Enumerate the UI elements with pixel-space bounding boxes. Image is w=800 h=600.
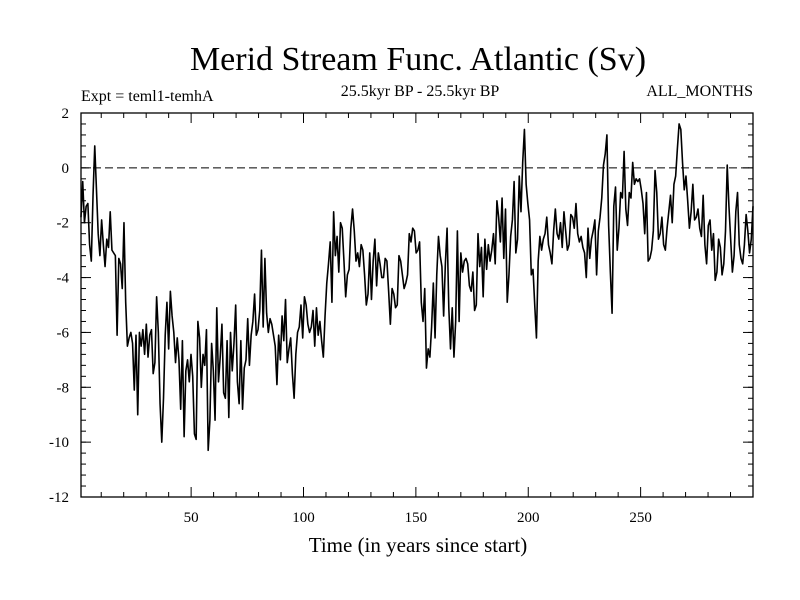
y-tick-labels: 2 0 -2 -4 -6 -8 -10 -12 bbox=[49, 106, 69, 506]
experiment-label: Expt = teml1-temhA bbox=[81, 88, 214, 105]
period-subtitle: 25.5kyr BP - 25.5kyr BP bbox=[341, 83, 500, 100]
y-tick-label: -4 bbox=[57, 271, 70, 287]
x-tick-label: 250 bbox=[629, 510, 652, 526]
y-tick-label: -10 bbox=[49, 435, 69, 451]
y-tick-label: -12 bbox=[49, 490, 69, 506]
y-tick-label: -2 bbox=[57, 216, 70, 232]
x-tick-label: 150 bbox=[405, 510, 428, 526]
x-major-ticks bbox=[190, 113, 642, 497]
y-major-ticks bbox=[81, 112, 753, 498]
y-tick-label: -6 bbox=[57, 325, 70, 341]
months-label: ALL_MONTHS bbox=[646, 83, 753, 100]
x-tick-label: 100 bbox=[292, 510, 315, 526]
series-line bbox=[80, 123, 754, 452]
y-tick-label: 2 bbox=[62, 106, 70, 122]
y-tick-label: 0 bbox=[62, 161, 70, 177]
chart-title: Merid Stream Func. Atlantic (Sv) bbox=[190, 41, 646, 78]
x-axis-label: Time (in years since start) bbox=[309, 533, 528, 557]
x-tick-labels: 50 100 150 200 250 bbox=[184, 510, 652, 526]
y-tick-label: -8 bbox=[57, 380, 70, 396]
plot-frame bbox=[80, 112, 754, 498]
x-minor-ticks bbox=[100, 113, 732, 497]
x-tick-label: 50 bbox=[184, 510, 199, 526]
y-minor-ticks bbox=[81, 112, 753, 498]
x-tick-label: 200 bbox=[517, 510, 540, 526]
